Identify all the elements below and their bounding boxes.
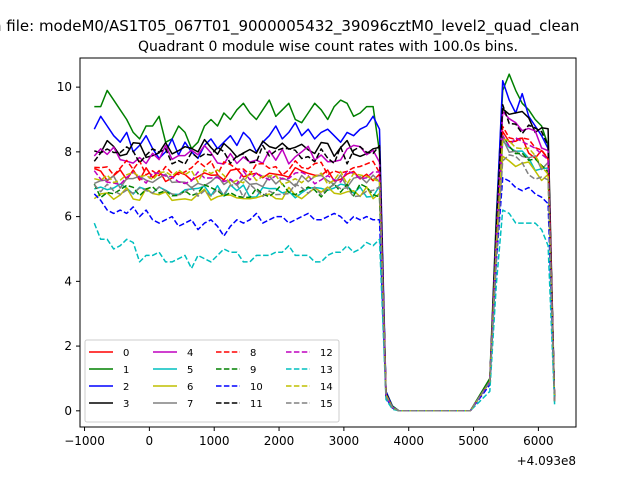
legend-item-5: 5: [153, 365, 193, 376]
y-tick-label: 0: [64, 404, 72, 418]
y-axis: 0 2 4 6 8 10: [57, 80, 80, 418]
legend-item-6: 6: [153, 382, 193, 393]
y-tick-label: 8: [64, 145, 72, 159]
legend-label: 15: [320, 399, 333, 410]
legend-label: 3: [123, 399, 129, 410]
legend-item-1: 1: [89, 365, 129, 376]
legend-item-12: 12: [286, 348, 333, 359]
legend-label: 6: [187, 382, 193, 393]
x-tick-label: 3000: [329, 434, 360, 448]
x-axis: −1000 0 1000 2000 3000 4000 5000 6000: [64, 427, 554, 448]
x-tick-label: 1000: [199, 434, 230, 448]
series-line-14: [94, 138, 556, 412]
legend-label: 0: [123, 348, 129, 359]
legend-label: 7: [187, 399, 193, 410]
legend-label: 8: [250, 348, 256, 359]
y-tick-label: 4: [64, 274, 72, 288]
legend-item-2: 2: [89, 382, 129, 393]
legend-item-10: 10: [216, 382, 263, 393]
legend-item-11: 11: [216, 399, 263, 410]
legend-box: [84, 339, 340, 423]
y-tick-label: 2: [64, 339, 72, 353]
legend-item-7: 7: [153, 399, 193, 410]
figure-suptitle: n file: modeM0/AS1T05_067T01_9000005432_…: [0, 17, 579, 36]
legend-label: 2: [123, 382, 129, 393]
legend-label: 12: [320, 348, 333, 359]
legend-item-4: 4: [153, 348, 193, 359]
legend-label: 5: [187, 365, 193, 376]
legend-item-8: 8: [216, 348, 256, 359]
x-tick-label: 6000: [523, 434, 554, 448]
legend-item-9: 9: [216, 365, 256, 376]
plot-title: Quadrant 0 module wise count rates with …: [138, 39, 518, 55]
x-tick-label: 0: [146, 434, 154, 448]
y-tick-label: 6: [64, 210, 72, 224]
series-line-15: [93, 154, 556, 412]
legend-label: 9: [250, 365, 256, 376]
legend-label: 4: [187, 348, 193, 359]
legend-label: 11: [250, 399, 263, 410]
plot-lines: [93, 73, 556, 412]
legend-item-15: 15: [286, 399, 333, 410]
series-line-12: [93, 134, 556, 412]
axes-frame: [79, 57, 577, 428]
x-tick-label: 2000: [264, 434, 295, 448]
x-tick-label: −1000: [64, 434, 105, 448]
legend-label: 1: [123, 365, 129, 376]
legend-label: 10: [250, 382, 263, 393]
x-tick-label: 5000: [458, 434, 489, 448]
legend-item-3: 3: [89, 399, 129, 410]
legend-item-0: 0: [89, 348, 129, 359]
legend-item-14: 14: [286, 382, 333, 393]
legend-label: 13: [320, 365, 333, 376]
legend-item-13: 13: [286, 365, 333, 376]
x-tick-label: 4000: [393, 434, 424, 448]
x-axis-offset-label: +4.093e8: [517, 454, 576, 468]
y-tick-label: 10: [57, 80, 72, 94]
legend-label: 14: [320, 382, 333, 393]
series-line-13: [93, 209, 556, 412]
